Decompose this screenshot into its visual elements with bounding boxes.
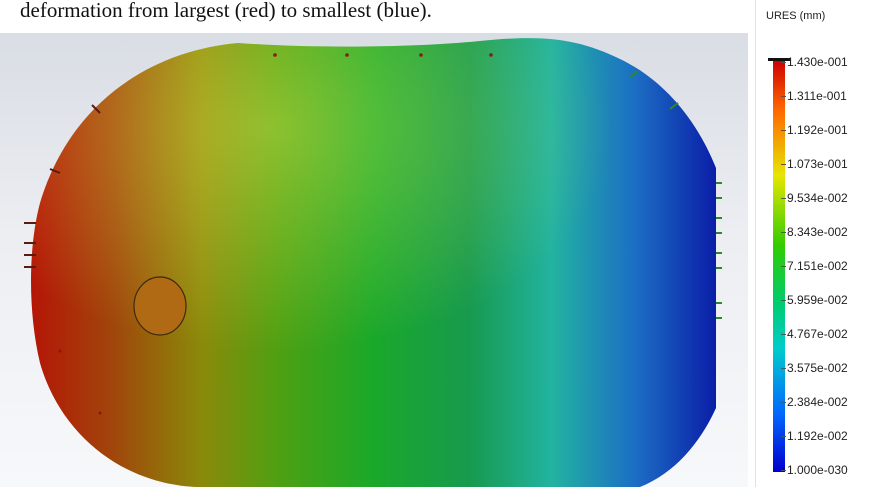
color-legend[interactable]: URES (mm) 1.430e-001 1.311e-001 1.192e-0… [755, 0, 874, 487]
legend-tick: 9.534e-002 [781, 191, 848, 205]
caption-text: deformation from largest (red) to smalle… [20, 0, 432, 22]
legend-title: URES (mm) [766, 10, 826, 22]
model-viewport[interactable] [0, 33, 748, 487]
legend-tick: 1.192e-002 [781, 429, 848, 443]
legend-colorbar [768, 58, 790, 472]
hole-feature [133, 276, 187, 336]
legend-tick: 2.384e-002 [781, 395, 848, 409]
legend-tick: 1.000e-030 [781, 463, 848, 477]
legend-tick: 1.311e-001 [781, 89, 847, 103]
deformation-plot[interactable] [0, 33, 748, 487]
legend-tick: 4.767e-002 [781, 327, 848, 341]
legend-tick: 1.192e-001 [781, 123, 848, 137]
legend-tick: 1.073e-001 [781, 157, 848, 171]
legend-tick: 8.343e-002 [781, 225, 848, 239]
legend-tick: 1.430e-001 [781, 55, 848, 69]
legend-tick: 3.575e-002 [781, 361, 848, 375]
legend-tick: 7.151e-002 [781, 259, 848, 273]
legend-tick: 5.959e-002 [781, 293, 848, 307]
